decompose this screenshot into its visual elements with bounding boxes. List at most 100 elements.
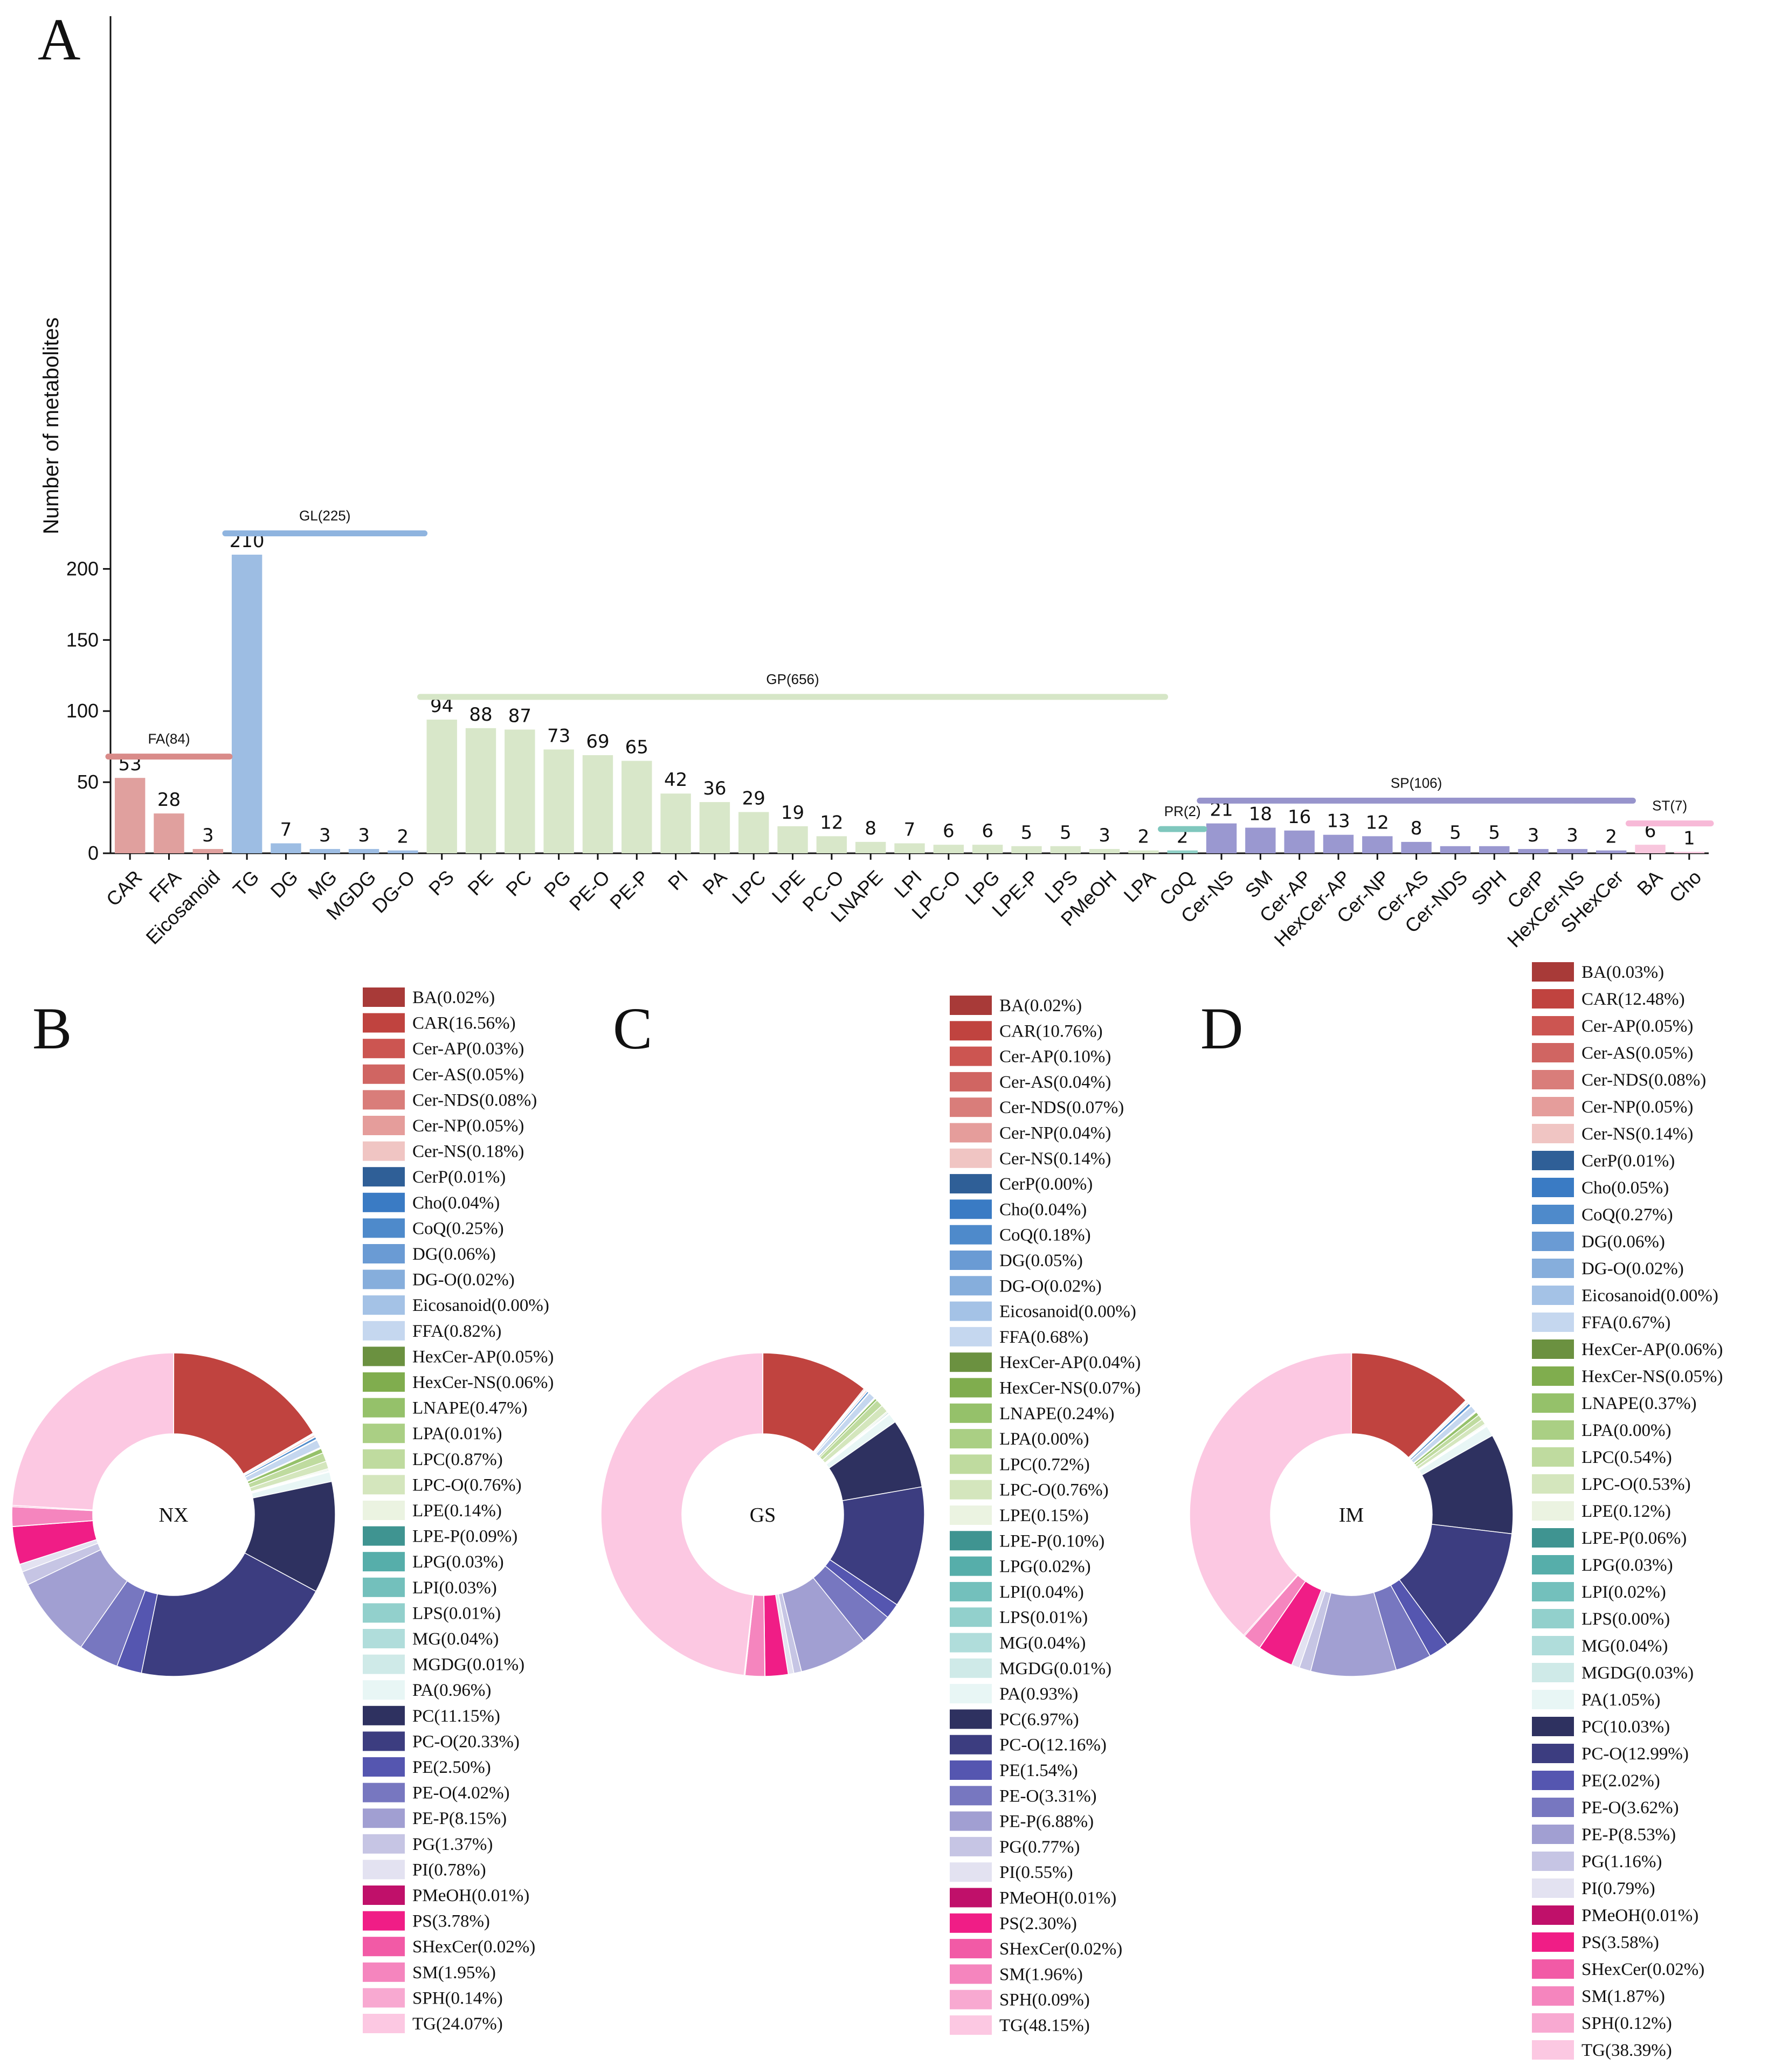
legend-swatch — [950, 1072, 992, 1092]
legend-swatch — [1532, 1798, 1574, 1817]
bar-value-label: 73 — [547, 725, 570, 747]
bar-value-label: 6 — [982, 820, 993, 842]
bar-value-label: 36 — [703, 778, 726, 799]
panel-letter-d: D — [1200, 996, 1243, 1061]
legend-swatch — [363, 1577, 405, 1597]
bar-value-label: 3 — [1099, 825, 1110, 846]
x-tick-label: PI — [664, 866, 692, 894]
legend-swatch — [1532, 1313, 1574, 1332]
legend-swatch — [950, 1123, 992, 1143]
legend-swatch — [363, 1783, 405, 1802]
bar — [426, 720, 457, 853]
legend-label: Cho(0.04%) — [412, 1193, 500, 1213]
legend-swatch — [363, 1039, 405, 1059]
bar — [1401, 841, 1432, 853]
legend-swatch — [363, 1680, 405, 1700]
legend-label: PMeOH(0.01%) — [412, 1886, 529, 1905]
donut-slice — [1189, 1352, 1352, 1636]
bar-value-label: 8 — [1411, 818, 1422, 839]
legend-label: PI(0.78%) — [412, 1860, 486, 1880]
legend-swatch — [950, 1735, 992, 1755]
legend-label: SHexCer(0.02%) — [999, 1939, 1122, 1959]
bar — [231, 555, 263, 853]
legend-label: LNAPE(0.47%) — [412, 1399, 528, 1418]
legend-swatch — [1532, 1501, 1574, 1521]
x-tick-label: DG-O — [368, 866, 419, 917]
legend-label: SM(1.95%) — [412, 1963, 496, 1983]
legend-swatch — [1532, 1205, 1574, 1224]
legend-label: PC(11.15%) — [412, 1707, 500, 1726]
legend-swatch — [1532, 1959, 1574, 1979]
bar — [933, 845, 964, 853]
legend-swatch — [363, 1398, 405, 1418]
legend-swatch — [363, 1192, 405, 1212]
legend-swatch — [363, 1424, 405, 1444]
panel-letter-c: C — [613, 996, 652, 1061]
legend-label: LPC(0.54%) — [1581, 1448, 1672, 1467]
bar — [1479, 846, 1510, 853]
legend-swatch — [1532, 989, 1574, 1009]
donut-slice — [11, 1352, 174, 1511]
legend-swatch — [363, 1603, 405, 1623]
donut-center-label: IM — [1339, 1504, 1364, 1527]
legend-swatch — [1532, 1447, 1574, 1467]
bar-value-label: 88 — [469, 704, 492, 726]
legend-swatch — [950, 1352, 992, 1372]
legend-swatch — [363, 1244, 405, 1263]
bar — [777, 826, 808, 853]
bar — [1596, 850, 1627, 853]
bar-value-label: 3 — [358, 825, 370, 846]
bar — [1128, 850, 1159, 853]
legend-swatch — [1532, 1582, 1574, 1601]
bar — [1284, 830, 1315, 853]
legend-swatch — [1532, 1286, 1574, 1305]
legend-swatch — [950, 1658, 992, 1678]
legend-swatch — [950, 1786, 992, 1806]
group-label: GP(656) — [766, 671, 819, 687]
legend-label: BA(0.03%) — [1581, 963, 1664, 982]
legend-swatch — [950, 1760, 992, 1780]
legend-label: PE(2.02%) — [1581, 1771, 1660, 1791]
legend-label: LPC(0.72%) — [999, 1455, 1090, 1474]
legend-label: LPI(0.02%) — [1581, 1583, 1666, 1602]
legend-label: Cer-AS(0.05%) — [1581, 1044, 1693, 1063]
legend-label: MG(0.04%) — [1581, 1636, 1668, 1656]
legend-label: LNAPE(0.37%) — [1581, 1394, 1697, 1413]
legend-label: CerP(0.01%) — [412, 1168, 506, 1187]
bar — [699, 802, 730, 853]
legend-label: PA(1.05%) — [1581, 1690, 1660, 1710]
legend-label: BA(0.02%) — [999, 996, 1082, 1016]
x-tick-label: LPC — [728, 866, 770, 908]
legend-swatch — [950, 1913, 992, 1933]
bar-value-label: 7 — [280, 819, 292, 841]
legend-swatch — [1532, 1905, 1574, 1925]
legend-swatch — [1532, 1771, 1574, 1790]
bar — [816, 836, 847, 853]
legend-swatch — [950, 1378, 992, 1398]
legend-label: HexCer-AP(0.05%) — [412, 1347, 554, 1366]
legend-label: LPC-O(0.53%) — [1581, 1475, 1691, 1494]
legend-label: MGDG(0.01%) — [999, 1659, 1111, 1679]
bar-value-label: 7 — [904, 819, 916, 841]
bar — [543, 749, 574, 853]
legend-swatch — [1532, 1878, 1574, 1898]
legend-label: PG(1.37%) — [412, 1835, 493, 1854]
legend-swatch — [950, 1225, 992, 1245]
panel-d-donut: D IM BA(0.03%) CAR(12.48%) Cer-AP(0.05%) Cer-… — [1189, 962, 1723, 2060]
panel-letter-b: B — [32, 996, 72, 1061]
legend-swatch — [950, 1862, 992, 1882]
legend-label: FFA(0.68%) — [999, 1328, 1088, 1347]
legend-label: SM(1.96%) — [999, 1965, 1083, 1984]
legend-swatch — [1532, 1043, 1574, 1062]
bar-value-label: 13 — [1327, 811, 1350, 832]
legend-label: LPI(0.04%) — [999, 1583, 1084, 1602]
legend-swatch — [950, 1684, 992, 1704]
legend-swatch — [1532, 1663, 1574, 1682]
legend-label: Eicosanoid(0.00%) — [999, 1302, 1136, 1322]
legend-label: SPH(0.14%) — [412, 1988, 503, 2008]
x-tick-label: PA — [698, 866, 731, 899]
legend-label: LPG(0.02%) — [999, 1557, 1091, 1577]
legend-label: HexCer-AP(0.04%) — [999, 1353, 1141, 1372]
bar — [271, 843, 301, 853]
legend-swatch — [363, 2014, 405, 2033]
